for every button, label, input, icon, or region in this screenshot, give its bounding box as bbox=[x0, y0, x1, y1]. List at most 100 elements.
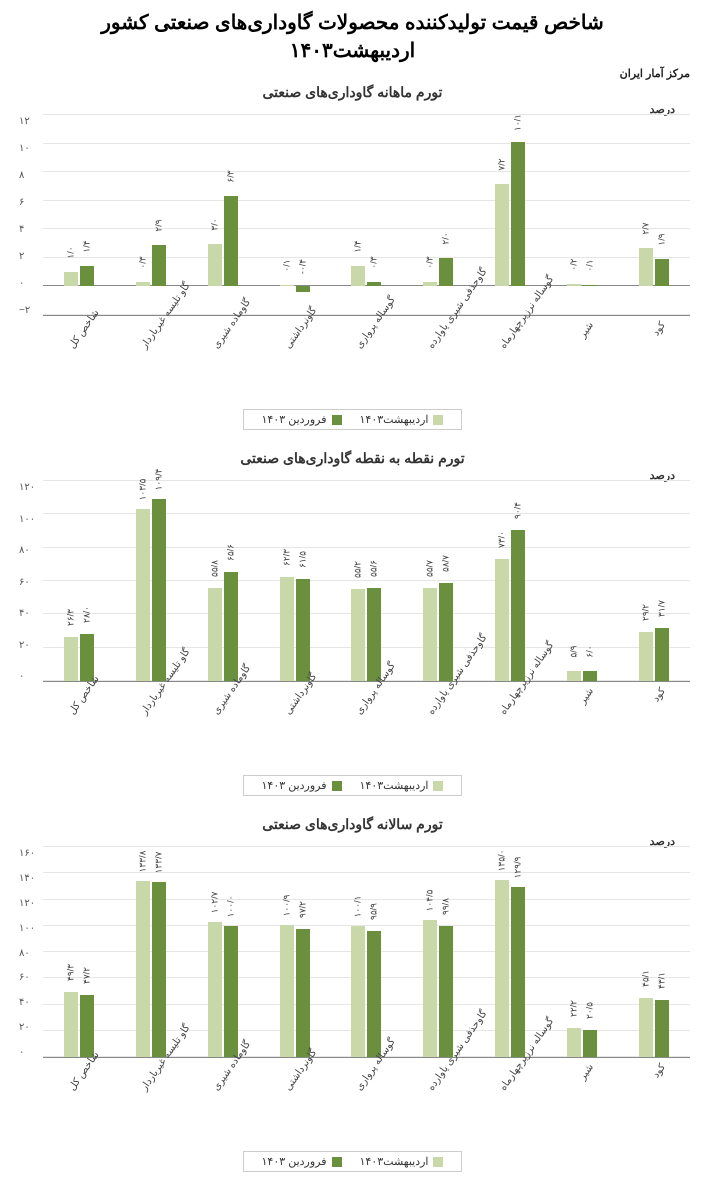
bar-value-label: ۵۵/۷ bbox=[425, 560, 436, 577]
category-group: ۵۵/۲ ۵۵/۶ bbox=[351, 481, 381, 681]
legend-label: اردیبهشت۱۴۰۳ bbox=[360, 779, 429, 792]
y-axis: ۱۶۰۱۴۰۱۲۰۱۰۰۸۰۶۰۴۰۲۰۰ bbox=[15, 848, 43, 1058]
y-tick: ۰ bbox=[19, 671, 24, 682]
bar bbox=[280, 285, 294, 286]
bar-value-label: ۶/۰ bbox=[585, 645, 596, 657]
legend-swatch bbox=[433, 1157, 443, 1167]
bar-value-label: ۱۲۹/۹ bbox=[513, 856, 524, 878]
bar bbox=[64, 272, 78, 286]
bar bbox=[583, 285, 597, 286]
x-axis: شاخص کلگاو تلیسه غیرباردارگاوماده شیریگا… bbox=[15, 320, 690, 331]
y-tick: ۶ bbox=[19, 197, 24, 208]
bar bbox=[423, 920, 437, 1057]
category-group: ۷/۲۱۰/۱ bbox=[495, 115, 525, 315]
bar bbox=[495, 184, 509, 287]
bar-value-label: ۲۶/۳ bbox=[65, 609, 76, 626]
bar-value-label: ۱۰۲/۷ bbox=[209, 892, 220, 914]
bars-row: ۱/۰۱/۴۰/۳۲/۹۳/۰۶/۳۰/۱-۰/۴۱/۴۰/۳۰/۳۲/۰۷/۲… bbox=[43, 116, 690, 315]
bar bbox=[367, 282, 381, 286]
x-axis: شاخص کلگاو تلیسه غیرباردارگاوماده شیریگا… bbox=[15, 686, 690, 697]
bar bbox=[495, 559, 509, 681]
legend-swatch bbox=[332, 1157, 342, 1167]
bar-value-label: ۹۹/۸ bbox=[441, 898, 452, 915]
legend-item: فروردین ۱۴۰۳ bbox=[262, 779, 342, 792]
y-tick: ۸۰ bbox=[19, 948, 30, 959]
bar bbox=[208, 588, 222, 681]
bar-value-label: ۱۰۰/۱ bbox=[353, 895, 364, 917]
y-tick: ۸۰ bbox=[19, 545, 30, 556]
bar bbox=[567, 284, 581, 287]
category-group: ۱۰۳/۵۱۰۹/۴ bbox=[136, 481, 166, 681]
bar bbox=[511, 887, 525, 1057]
y-tick: ۱۰۰ bbox=[19, 514, 35, 525]
bar-value-label: ۱/۴ bbox=[353, 241, 364, 253]
category-group: ۱/۰۱/۴ bbox=[64, 115, 94, 315]
bar bbox=[280, 577, 294, 681]
category-group: ۱۰۰/۹ ۹۷/۲ bbox=[280, 847, 310, 1057]
category-group: ۱۰۴/۵ ۹۹/۸ bbox=[423, 847, 453, 1057]
category-group: ۵/۹۶/۰ bbox=[567, 481, 597, 681]
legend-item: فروردین ۱۴۰۳ bbox=[262, 413, 342, 426]
bar bbox=[439, 258, 453, 287]
bar-value-label: ۱۰۹/۴ bbox=[153, 468, 164, 490]
bar-value-label: ۱۰۴/۵ bbox=[425, 889, 436, 911]
category-group: ۰/۱-۰/۴ bbox=[280, 115, 310, 315]
bar-value-label: ۰/۳ bbox=[425, 257, 436, 269]
bar bbox=[583, 1030, 597, 1057]
bar-value-label: ۴۳/۱ bbox=[656, 972, 667, 989]
y-tick: ۶۰ bbox=[19, 577, 30, 588]
bar bbox=[423, 588, 437, 681]
bar bbox=[152, 245, 166, 286]
bar-value-label: ۵۵/۲ bbox=[353, 561, 364, 578]
legend-swatch bbox=[332, 415, 342, 425]
category-group: ۰/۲۰/۱ bbox=[567, 115, 597, 315]
bar bbox=[567, 671, 581, 681]
bar bbox=[351, 589, 365, 681]
bar-value-label: ۱۰۰/۹ bbox=[281, 894, 292, 916]
bar-value-label: ۲/۰ bbox=[441, 232, 452, 244]
y-tick: ۰ bbox=[19, 278, 24, 289]
y-tick: −۲ bbox=[19, 305, 30, 316]
category-group: ۱۳۵/۰ ۱۲۹/۹ bbox=[495, 847, 525, 1057]
bar-value-label: ۳/۰ bbox=[209, 218, 220, 230]
bar-value-label: ۲/۹ bbox=[153, 219, 164, 231]
y-tick: ۱۲۰ bbox=[19, 898, 35, 909]
bar-value-label: ۷/۲ bbox=[497, 158, 508, 170]
y-tick: ۱۲۰ bbox=[19, 482, 35, 493]
bar bbox=[639, 998, 653, 1057]
bar-value-label: ۶۲/۳ bbox=[281, 549, 292, 566]
legend-item: اردیبهشت۱۴۰۳ bbox=[360, 1155, 444, 1168]
category-group: ۰/۳ ۲/۰ bbox=[423, 115, 453, 315]
y-axis: ۱۲۰۱۰۰۸۰۶۰۴۰۲۰۰ bbox=[15, 482, 43, 682]
bar-value-label: ۹۷/۲ bbox=[297, 901, 308, 918]
bars-row: ۴۹/۳۴۷/۲۱۳۳/۸۱۳۳/۷۱۰۲/۷۱۰۰/۰۱۰۰/۹۹۷/۲۱۰۰… bbox=[43, 848, 690, 1057]
legend-label: فروردین ۱۴۰۳ bbox=[262, 1155, 327, 1168]
bar bbox=[351, 926, 365, 1057]
legend: اردیبهشت۱۴۰۳فروردین ۱۴۰۳ bbox=[243, 409, 463, 430]
bar-value-label: ۵۵/۶ bbox=[369, 560, 380, 577]
legend-label: فروردین ۱۴۰۳ bbox=[262, 413, 327, 426]
bar bbox=[136, 282, 150, 286]
category-group: ۵۵/۷۵۸/۷ bbox=[423, 481, 453, 681]
bar-value-label: ۱۳۵/۰ bbox=[497, 849, 508, 871]
legend: اردیبهشت۱۴۰۳ فروردین ۱۴۰۳ bbox=[243, 775, 463, 796]
category-group: ۱۳۳/۸۱۳۳/۷ bbox=[136, 847, 166, 1057]
category-group: ۵۵/۸۶۵/۶ bbox=[208, 481, 238, 681]
main-title: شاخص قیمت تولیدکننده محصولات گاوداری‌های… bbox=[15, 10, 690, 35]
bar-value-label: ۱/۹ bbox=[656, 234, 667, 246]
main-subtitle: اردیبهشت۱۴۰۳ bbox=[15, 38, 690, 63]
category-group: ۱۰۲/۷ ۱۰۰/۰ bbox=[208, 847, 238, 1057]
bar-value-label: ۲/۷ bbox=[640, 222, 651, 234]
chart-block: تورم ماهانه گاوداری‌های صنعتیدرصد۱۲۱۰۸۶۴… bbox=[15, 84, 690, 430]
bar-value-label: ۶۱/۵ bbox=[297, 550, 308, 567]
bar bbox=[224, 926, 238, 1057]
chart-title: تورم نقطه به نقطه گاوداری‌های صنعتی bbox=[15, 450, 690, 467]
chart-title: تورم سالانه گاوداری‌های صنعتی bbox=[15, 816, 690, 833]
bar-value-label: ۵۵/۸ bbox=[209, 560, 220, 577]
bar bbox=[567, 1028, 581, 1057]
bar bbox=[511, 530, 525, 681]
bar bbox=[280, 925, 294, 1057]
bar-value-label: ۱۰۰/۰ bbox=[225, 895, 236, 917]
legend-swatch bbox=[332, 781, 342, 791]
bar bbox=[208, 922, 222, 1057]
